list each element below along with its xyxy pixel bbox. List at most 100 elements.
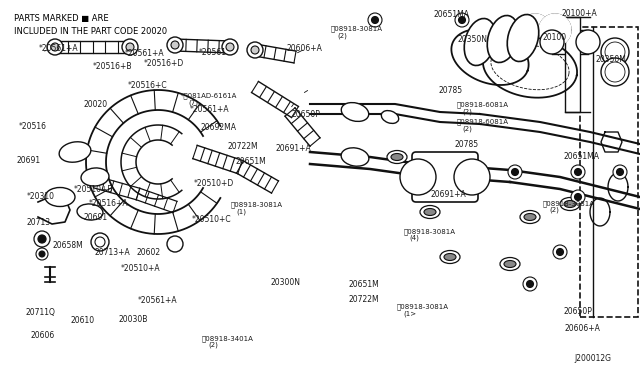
Text: (1): (1)	[237, 208, 247, 215]
Text: (2): (2)	[208, 342, 218, 349]
Circle shape	[616, 169, 623, 176]
Text: 20691+A: 20691+A	[275, 144, 311, 153]
Text: 20350M: 20350M	[595, 55, 626, 64]
Circle shape	[167, 37, 183, 53]
Text: 20691+A: 20691+A	[430, 190, 466, 199]
Text: 20722M: 20722M	[349, 295, 380, 304]
Bar	[580, 27, 638, 317]
Text: ⓝ08918-3081A: ⓝ08918-3081A	[230, 201, 282, 208]
Circle shape	[575, 169, 582, 176]
Text: *20516+D: *20516+D	[144, 59, 184, 68]
Circle shape	[222, 39, 238, 55]
Text: 20711Q: 20711Q	[26, 308, 56, 317]
Text: 20300N: 20300N	[270, 278, 300, 287]
Ellipse shape	[59, 142, 91, 162]
Text: 20100+A: 20100+A	[562, 9, 598, 17]
Ellipse shape	[391, 154, 403, 160]
Circle shape	[251, 46, 259, 54]
Text: *20510+B: *20510+B	[74, 185, 113, 194]
Text: 20650P: 20650P	[291, 110, 320, 119]
Ellipse shape	[524, 214, 536, 221]
Ellipse shape	[464, 19, 496, 65]
Text: 20651MA: 20651MA	[563, 153, 599, 161]
Text: 20691: 20691	[16, 156, 40, 165]
Text: (1>: (1>	[403, 310, 417, 317]
Text: ⓝ08918-3081A: ⓝ08918-3081A	[403, 228, 455, 235]
Text: *20561+A: *20561+A	[38, 44, 78, 53]
Circle shape	[527, 280, 534, 288]
Ellipse shape	[487, 16, 519, 62]
Circle shape	[122, 39, 138, 55]
Ellipse shape	[444, 253, 456, 260]
Ellipse shape	[387, 151, 407, 164]
Circle shape	[553, 245, 567, 259]
Circle shape	[576, 30, 600, 54]
Text: *20561+A: *20561+A	[189, 105, 229, 114]
Circle shape	[226, 43, 234, 51]
Text: 20785: 20785	[438, 86, 463, 94]
Text: ⓝ08918-3081A: ⓝ08918-3081A	[331, 26, 383, 32]
Ellipse shape	[520, 211, 540, 224]
Text: ⓝ08918-6081A: ⓝ08918-6081A	[456, 119, 508, 125]
Ellipse shape	[420, 205, 440, 218]
Circle shape	[126, 43, 134, 51]
Text: 20713+A: 20713+A	[95, 248, 131, 257]
Ellipse shape	[45, 187, 75, 206]
Ellipse shape	[341, 148, 369, 166]
Text: ⓝ08918-6081A: ⓝ08918-6081A	[456, 102, 508, 108]
Circle shape	[36, 248, 48, 260]
Text: J200012G: J200012G	[575, 355, 612, 363]
Text: 20030B: 20030B	[118, 315, 148, 324]
Polygon shape	[483, 36, 577, 98]
Text: (7): (7)	[189, 99, 199, 106]
Polygon shape	[539, 14, 571, 46]
Circle shape	[368, 13, 382, 27]
Text: 20785: 20785	[454, 140, 479, 149]
Text: (2): (2)	[549, 207, 559, 214]
Text: *20561+A: *20561+A	[125, 49, 164, 58]
Circle shape	[91, 233, 109, 251]
Circle shape	[47, 39, 63, 55]
Polygon shape	[451, 29, 529, 85]
Text: *20310: *20310	[27, 192, 55, 201]
Text: *20516+B: *20516+B	[93, 62, 132, 71]
Text: 20100: 20100	[543, 33, 567, 42]
Circle shape	[167, 236, 183, 252]
Circle shape	[557, 248, 563, 256]
Circle shape	[171, 41, 179, 49]
Circle shape	[571, 165, 585, 179]
Text: *Ⓑ081AD-6161A: *Ⓑ081AD-6161A	[181, 93, 237, 99]
Text: 20350N: 20350N	[458, 35, 488, 44]
FancyBboxPatch shape	[412, 152, 478, 202]
Circle shape	[540, 30, 564, 54]
Circle shape	[247, 42, 263, 58]
Circle shape	[523, 277, 537, 291]
Text: 20651M: 20651M	[349, 280, 380, 289]
Text: *20510+D: *20510+D	[193, 179, 234, 187]
Circle shape	[511, 169, 518, 176]
Text: 20713: 20713	[27, 218, 51, 227]
Circle shape	[605, 62, 625, 82]
Circle shape	[601, 38, 629, 66]
Text: ⓝ08918-3081A: ⓝ08918-3081A	[543, 201, 595, 207]
Text: *20516+C: *20516+C	[128, 81, 168, 90]
Ellipse shape	[564, 201, 576, 208]
Text: 20650P: 20650P	[563, 307, 592, 316]
Circle shape	[605, 42, 625, 62]
Text: 20606+A: 20606+A	[287, 44, 323, 53]
Polygon shape	[519, 14, 551, 46]
Ellipse shape	[440, 250, 460, 263]
Ellipse shape	[560, 198, 580, 211]
Text: (4): (4)	[410, 235, 419, 241]
Ellipse shape	[424, 208, 436, 215]
Text: PARTS MARKED ■ ARE
INCLUDED IN THE PART CODE 20020: PARTS MARKED ■ ARE INCLUDED IN THE PART …	[14, 14, 167, 35]
Text: *20516+A: *20516+A	[88, 199, 128, 208]
Circle shape	[51, 43, 59, 51]
Text: (2): (2)	[463, 125, 472, 132]
Circle shape	[508, 165, 522, 179]
Text: 20610: 20610	[70, 316, 95, 325]
Text: *20561+A: *20561+A	[138, 296, 177, 305]
Ellipse shape	[381, 110, 399, 124]
Circle shape	[571, 190, 585, 204]
Text: 20691: 20691	[83, 213, 108, 222]
